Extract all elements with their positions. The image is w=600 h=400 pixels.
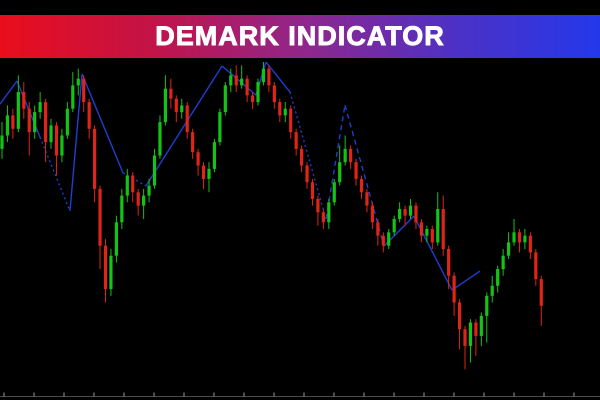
top-black-strip: [0, 0, 600, 15]
banner-title: DEMARK INDICATOR: [155, 21, 445, 51]
title-banner: DEMARK INDICATOR: [0, 15, 600, 58]
